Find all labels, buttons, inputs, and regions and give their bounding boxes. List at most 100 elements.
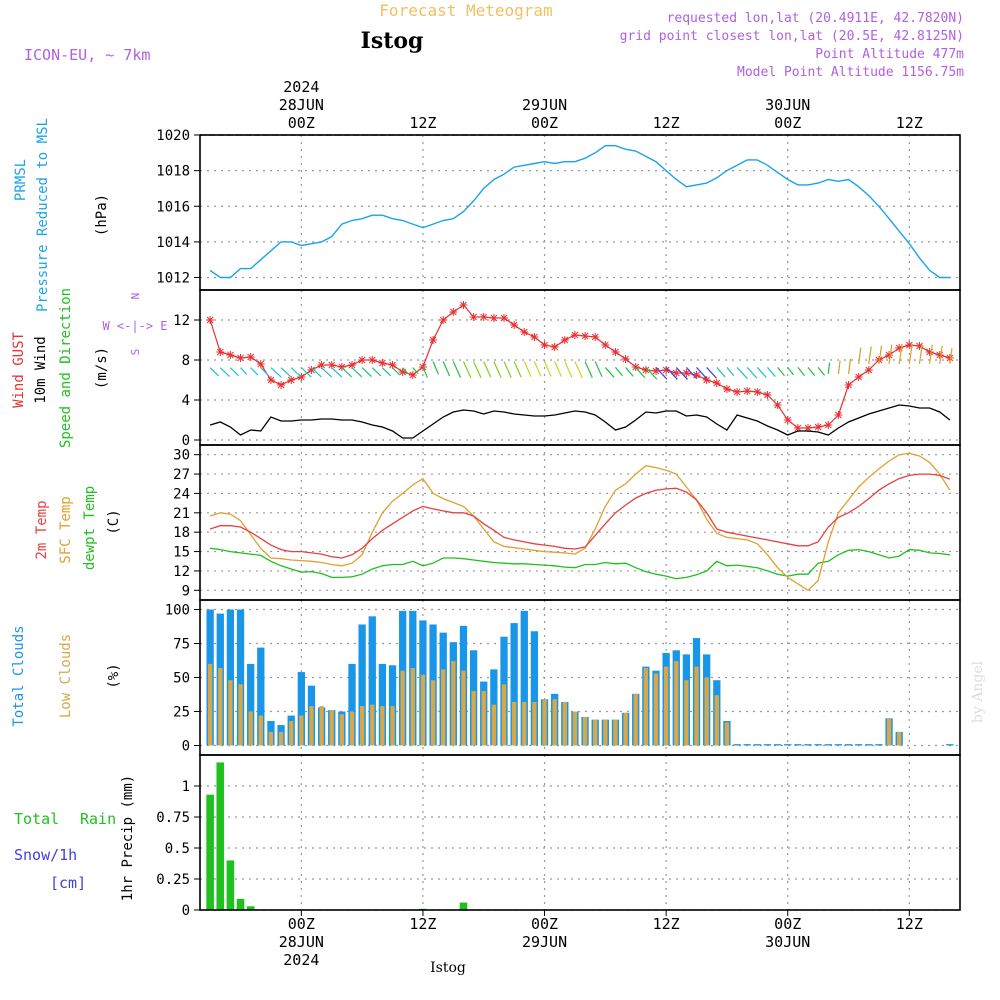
total-cloud-bar [378, 663, 387, 746]
gust-marker [925, 348, 934, 356]
gust-marker [317, 361, 326, 369]
low-cloud-bar [593, 719, 598, 746]
wind-direction-arrow [858, 347, 862, 365]
wind-direction-arrow [706, 367, 717, 379]
pressure-ytick-label: 1016 [156, 199, 190, 215]
model-label: ICON-EU, ~ 7km [24, 46, 150, 64]
total-cloud-bar [844, 744, 853, 746]
wind-direction-arrow [341, 367, 353, 378]
wind-direction-arrow [229, 367, 239, 377]
low-cloud-bar [380, 706, 385, 746]
rain-bar [206, 794, 214, 910]
compass-north: N [129, 293, 142, 300]
gust-marker [297, 373, 306, 381]
wind-direction-arrow [483, 361, 492, 378]
sfc-temp-line [209, 452, 951, 592]
compass-south: S [129, 349, 142, 356]
wind-direction-arrow [625, 367, 634, 377]
low-cloud-bar [613, 719, 618, 746]
wind-direction-arrow [392, 367, 401, 376]
gust-marker [682, 369, 691, 377]
total-cloud-bar [946, 744, 954, 746]
total-cloud-bar [226, 609, 235, 746]
gust-marker [469, 313, 478, 321]
top-title: Forecast Meteogram [379, 1, 552, 20]
low-cloud-bar [289, 721, 294, 746]
precip-ytick-label: 0.75 [156, 810, 190, 826]
wind-direction-arrow [260, 367, 269, 376]
wind-direction-arrow [290, 367, 302, 378]
low-cloud-bar [451, 661, 456, 746]
gust-label: Wind GUST [11, 332, 27, 408]
gust-marker [591, 333, 600, 341]
top-time-label: 00Z [774, 114, 801, 132]
wind-direction-arrow [422, 366, 428, 378]
top-time-label: 29JUN [522, 96, 567, 114]
low-cloud-bar [299, 715, 304, 746]
gust-marker [256, 360, 265, 368]
wind-direction-arrow [878, 345, 883, 365]
wind-direction-arrow [908, 343, 913, 365]
gust-marker [500, 314, 508, 322]
low-cloud-bar [410, 667, 415, 746]
gust-marker [277, 381, 286, 389]
total-cloud-bar [530, 631, 539, 746]
pressure-ytick-label: 1018 [156, 164, 190, 180]
temp-labels: 2m Temp SFC Temp dewpt Temp (C) [34, 486, 122, 570]
low-cloud-bar [319, 706, 324, 746]
wind-direction-arrow [696, 367, 708, 380]
total-cloud-bar [733, 744, 741, 746]
low-cloud-bar [897, 731, 902, 746]
rain-bar [226, 860, 235, 910]
wind-direction-arrow [331, 367, 343, 378]
gust-marker [560, 336, 569, 344]
low-cloud-bar [238, 684, 243, 746]
wind-ytick-label: 4 [182, 393, 190, 409]
total-label: Total [14, 810, 59, 828]
low-cloud-bar [684, 680, 689, 746]
gust-marker [348, 361, 356, 369]
precip-unit-label: 1hr Precip (mm) [120, 775, 136, 901]
wind-direction-arrow [584, 361, 593, 378]
gust-marker [844, 381, 853, 389]
gust-marker [712, 379, 721, 387]
wind-dir-label: Speed and Direction [58, 288, 74, 448]
low-cloud-bar [532, 701, 537, 746]
clouds-ytick-label: 100 [165, 603, 190, 619]
gust-marker [581, 332, 590, 340]
bottom-time-label: 2024 [283, 951, 319, 969]
wind-direction-arrow [736, 367, 748, 380]
wind-direction-arrow [564, 361, 573, 378]
gust-marker [449, 308, 458, 316]
total-cloud-bar [368, 616, 376, 746]
clouds-unit-label: (%) [106, 663, 122, 688]
gust-marker [783, 416, 792, 424]
low-cloud-bar [430, 680, 436, 746]
wind-direction-arrow [807, 367, 816, 376]
gust-marker [743, 387, 752, 395]
gust-marker [601, 341, 610, 349]
total-cloud-bar [773, 744, 782, 746]
gust-marker [824, 421, 833, 429]
rain-label: Rain [80, 810, 116, 828]
total-cloud-bar [236, 609, 245, 746]
wind-ytick-label: 12 [173, 313, 190, 329]
wind-direction-arrow [615, 367, 623, 377]
cloud-labels: Total Clouds Low Clouds (%) by Angel [11, 625, 986, 726]
wind-direction-arrow [503, 361, 512, 378]
low-cloud-bar [643, 667, 649, 746]
total-cloud-bar [865, 744, 873, 746]
total-cloud-bar [510, 623, 518, 746]
bottom-time-label: 12Z [653, 915, 680, 933]
wind-direction-arrow [533, 361, 542, 377]
wind-direction-arrow [280, 367, 292, 378]
gust-marker [388, 361, 397, 369]
temperature-ytick-label: 18 [173, 525, 190, 541]
wind-direction-arrow [604, 367, 615, 378]
temperature-ytick-label: 15 [173, 545, 190, 561]
low-cloud-bar [441, 669, 446, 746]
low-cloud-bar [522, 701, 527, 746]
wind-direction-arrow [442, 361, 451, 377]
wind-direction-arrow [270, 367, 282, 378]
top-time-label: 00Z [531, 114, 558, 132]
